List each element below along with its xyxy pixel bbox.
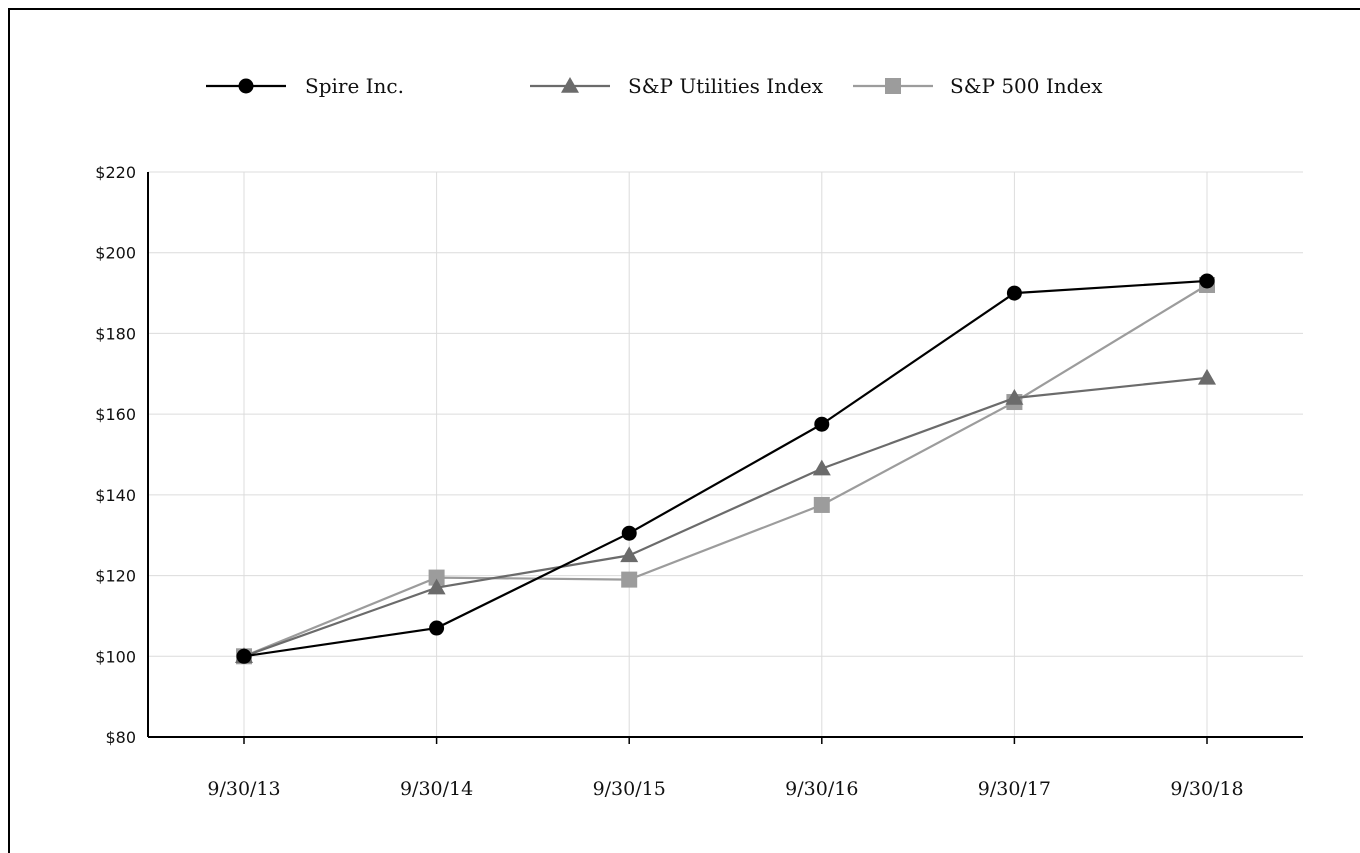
y-tick-label: $120 (95, 567, 136, 586)
y-tick-label: $220 (95, 163, 136, 182)
y-tick-label: $80 (105, 728, 136, 747)
data-point (428, 569, 445, 586)
axes (147, 172, 1303, 744)
legend-item: S&P Utilities Index (530, 74, 824, 98)
data-point (236, 648, 252, 664)
data-point (1005, 389, 1024, 405)
data-point (814, 416, 830, 432)
y-tick-label: $140 (95, 486, 136, 505)
legend-item: Spire Inc. (206, 74, 404, 98)
series-circle (236, 273, 1215, 664)
legend-marker (561, 77, 579, 93)
y-tick-label: $180 (95, 324, 136, 343)
data-point (1198, 368, 1216, 385)
data-point (1199, 273, 1215, 289)
x-tick-label: 9/30/17 (978, 778, 1051, 800)
data-point (1006, 285, 1022, 301)
series-triangle (235, 368, 1216, 664)
grid-lines (148, 171, 1303, 737)
legend-label: S&P 500 Index (950, 74, 1103, 98)
series-line (243, 376, 1208, 658)
data-point (620, 546, 639, 563)
legend-item: S&P 500 Index (853, 74, 1103, 98)
legend-marker (238, 78, 254, 94)
y-tick-label: $160 (95, 405, 136, 424)
data-point (813, 496, 830, 513)
chart-frame (8, 8, 1360, 853)
data-point (812, 459, 831, 476)
x-tick-label: 9/30/15 (593, 778, 666, 800)
x-tick-label: 9/30/16 (785, 778, 858, 800)
legend: Spire Inc. S&P Utilities Index S&P 500 Ind… (206, 74, 1103, 98)
data-point (427, 578, 446, 595)
x-tick-label: 9/30/18 (1170, 778, 1243, 800)
data-point (621, 525, 637, 541)
series-line (243, 284, 1208, 658)
y-tick-labels: $80 $100 $120 $140 $160 $180 $200 $220 (95, 163, 136, 747)
x-tick-labels: 9/30/13 9/30/14 9/30/15 9/30/16 9/30/17 9/30/… (207, 778, 1243, 800)
legend-marker (885, 78, 901, 94)
x-tick-label: 9/30/14 (400, 778, 473, 800)
series-group (235, 273, 1216, 665)
legend-label: Spire Inc. (305, 74, 404, 98)
y-tick-label: $100 (95, 647, 136, 666)
data-point (429, 620, 445, 636)
x-tick-label: 9/30/13 (207, 778, 280, 800)
legend-label: S&P Utilities Index (628, 74, 824, 98)
series-line (243, 279, 1208, 658)
y-tick-label: $200 (95, 244, 136, 263)
data-point (621, 571, 638, 588)
